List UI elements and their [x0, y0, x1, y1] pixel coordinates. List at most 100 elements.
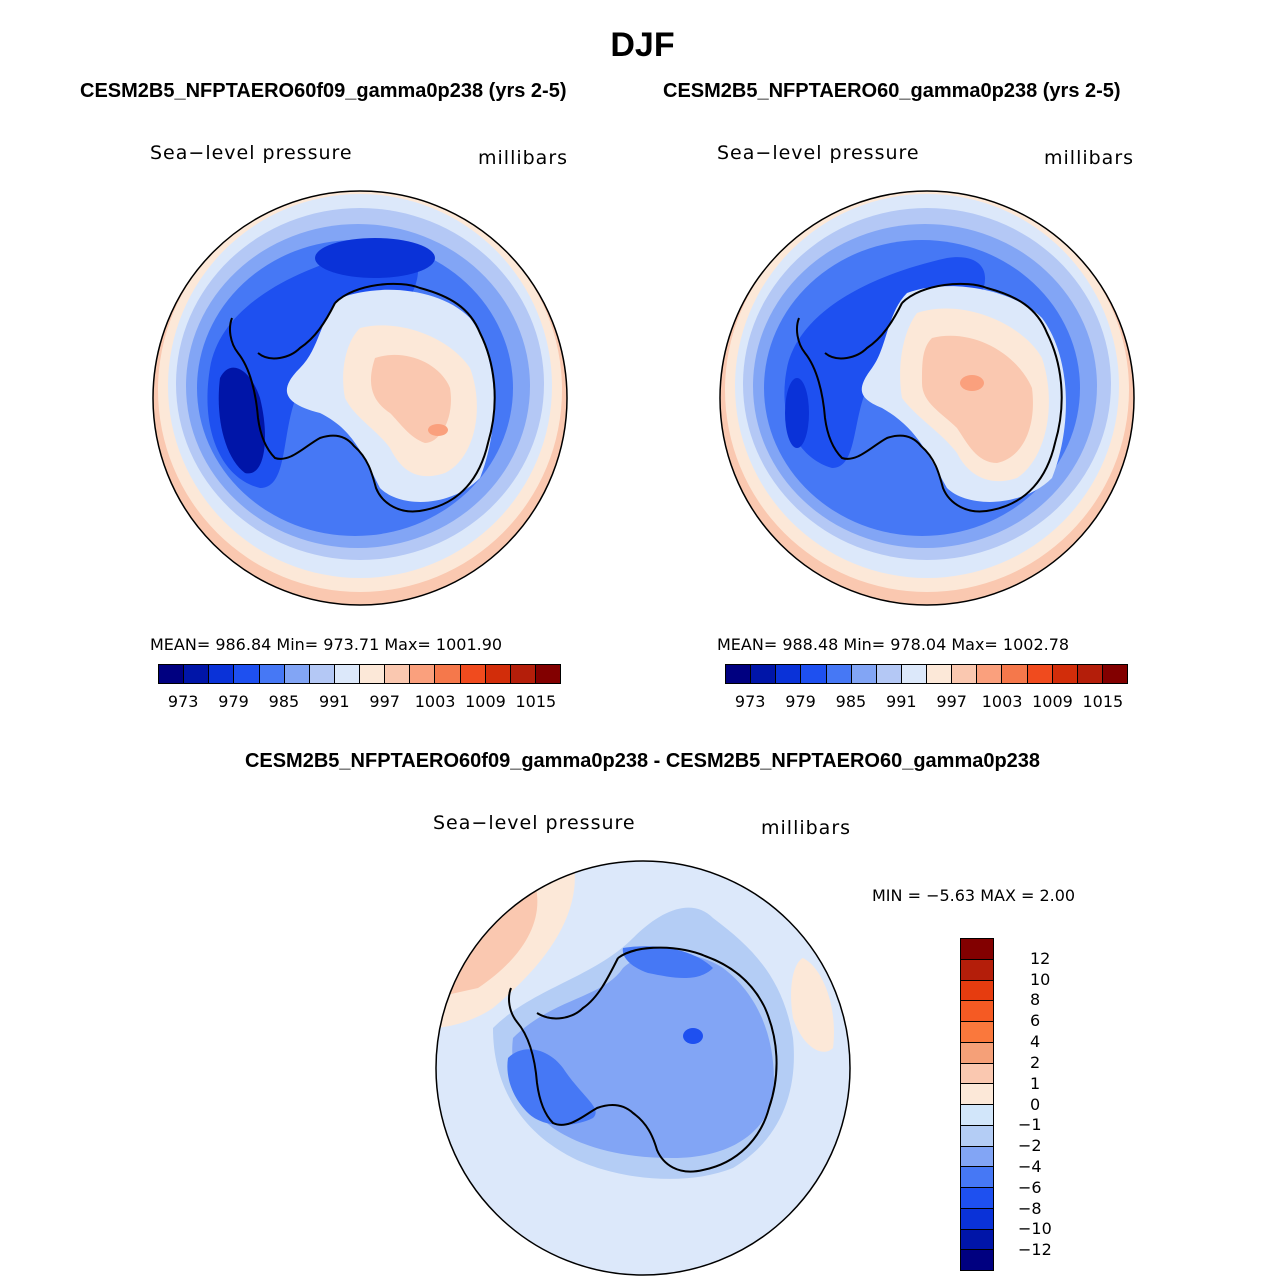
- map2-coastline: [796, 282, 1063, 513]
- panel1-colorbar-swatch: [510, 665, 536, 683]
- panel3-colorbar-tick-label: 4: [1030, 1032, 1041, 1052]
- map1-low-976: [218, 367, 265, 474]
- panel1-colorbar-swatch: [435, 665, 461, 683]
- panel2-colorbar-swatch: [952, 665, 978, 683]
- panel2-colorbar-tick-label: 991: [886, 692, 917, 711]
- panel3-colorbar-swatch: [961, 1188, 993, 1209]
- panel1-colorbar-swatch: [385, 665, 411, 683]
- panel2-stats: MEAN= 988.48 Min= 978.04 Max= 1002.78: [717, 635, 1070, 654]
- panel1-colorbar-swatch: [485, 665, 511, 683]
- panel2-colorbar-tick-label: 985: [835, 692, 867, 711]
- panel1-colorbar-swatch: [360, 665, 386, 683]
- panel3-colorbar-tick-label: 6: [1030, 1011, 1041, 1031]
- panel3-colorbar-tick-label: 8: [1030, 990, 1041, 1010]
- map-panel2: [719, 190, 1135, 606]
- panel3-colorbar-swatch: [961, 1063, 993, 1085]
- panel1-colorbar-tick-label: 1003: [414, 692, 456, 711]
- panel3-colorbar-tick-label: −12: [1018, 1240, 1052, 1260]
- case1-title: CESM2B5_NFPTAERO60f09_gamma0p238 (yrs 2-…: [80, 80, 567, 102]
- panel2-colorbar-swatch: [1027, 665, 1053, 683]
- panel3-units: millibars: [761, 817, 852, 839]
- map1-border: [152, 190, 568, 606]
- panel2-colorbar-tick-label: 997: [936, 692, 967, 711]
- panel3-colorbar-swatch: [961, 1229, 993, 1251]
- map3-coastline: [508, 946, 778, 1173]
- panel1-colorbar-swatch: [234, 665, 260, 683]
- panel1-colorbar: [158, 664, 561, 684]
- case2-title: CESM2B5_NFPTAERO60_gamma0p238 (yrs 2-5): [663, 80, 1121, 102]
- panel2-colorbar-tick-label: 973: [734, 692, 766, 711]
- panel3-colorbar-swatch: [961, 1146, 993, 1168]
- panel3-colorbar-tick-label: 1: [1030, 1073, 1041, 1093]
- map2-border: [719, 190, 1135, 606]
- panel1-colorbar-tick-label: 997: [369, 692, 400, 711]
- panel2-colorbar-swatch: [876, 665, 902, 683]
- panel2-colorbar-swatch: [901, 665, 927, 683]
- map-panel1: [152, 190, 568, 606]
- panel3-colorbar-tick-label: −10: [1018, 1219, 1052, 1239]
- panel3-colorbar-swatch: [961, 1125, 993, 1147]
- panel3-colorbar-tick-label: −8: [1018, 1198, 1042, 1218]
- panel3-colorbar-swatch: [961, 939, 993, 960]
- panel1-colorbar-tick-label: 985: [268, 692, 300, 711]
- panel1-colorbar-swatch: [535, 665, 560, 683]
- map3-pos-east: [791, 958, 834, 1052]
- panel3-variable: Sea−level pressure: [433, 812, 636, 834]
- panel3-colorbar-tick-label: 12: [1030, 948, 1051, 968]
- map3-border: [435, 860, 851, 1276]
- panel3-colorbar-swatch: [961, 1105, 993, 1126]
- panel3-stats: MIN = −5.63 MAX = 2.00: [872, 886, 1076, 905]
- panel2-variable: Sea−level pressure: [717, 142, 920, 164]
- panel3-colorbar-swatch: [961, 1084, 993, 1105]
- panel1-colorbar-ticks: 973 979 985 991 997 1003 1009 1015: [158, 692, 561, 714]
- panel3-colorbar-swatch: [961, 1250, 993, 1270]
- panel3-colorbar-tick-label: −1: [1018, 1115, 1042, 1135]
- panel3-colorbar-swatch: [961, 959, 993, 981]
- panel2-colorbar-swatch: [826, 665, 852, 683]
- panel3-colorbar-tick-label: 0: [1030, 1094, 1041, 1114]
- panel2-colorbar-tick-label: 1003: [981, 692, 1023, 711]
- panel2-colorbar-ticks: 973 979 985 991 997 1003 1009 1015: [725, 692, 1128, 714]
- map2-low-976: [785, 378, 809, 448]
- panel2-colorbar-swatch: [1102, 665, 1127, 683]
- map3-neg-4-north: [622, 946, 713, 978]
- panel3-colorbar-tick-label: 10: [1030, 969, 1051, 989]
- panel3-colorbar-swatch: [961, 1167, 993, 1188]
- panel2-colorbar-swatch: [776, 665, 802, 683]
- panel2-colorbar-swatch: [1077, 665, 1103, 683]
- panel1-colorbar-tick-label: 1009: [465, 692, 506, 711]
- panel1-colorbar-swatch: [209, 665, 235, 683]
- panel1-colorbar-swatch: [259, 665, 285, 683]
- panel1-stats: MEAN= 986.84 Min= 973.71 Max= 1001.90: [150, 635, 503, 654]
- panel1-colorbar-tick-label: 991: [319, 692, 350, 711]
- panel2-colorbar-swatch: [1052, 665, 1078, 683]
- panel2-colorbar-tick-label: 1009: [1032, 692, 1073, 711]
- map2-antarctica-peak: [922, 335, 1033, 463]
- map3-neg-4-west: [507, 1049, 596, 1125]
- panel2-colorbar-tick-label: 1015: [1082, 692, 1124, 711]
- panel2-colorbar-tick-label: 979: [785, 692, 816, 711]
- panel1-colorbar-swatch: [184, 665, 210, 683]
- panel2-colorbar: [725, 664, 1128, 684]
- panel3-colorbar-swatch: [961, 1022, 993, 1043]
- panel3-colorbar-tick-label: −4: [1018, 1156, 1042, 1176]
- panel1-colorbar-swatch: [410, 665, 436, 683]
- panel1-units: millibars: [478, 147, 569, 169]
- map2-peak-inner: [960, 375, 984, 391]
- panel1-colorbar-swatch: [284, 665, 310, 683]
- panel1-colorbar-swatch: [334, 665, 360, 683]
- panel2-colorbar-swatch: [751, 665, 777, 683]
- panel2-colorbar-swatch: [726, 665, 752, 683]
- panel3-colorbar-tick-label: −2: [1018, 1136, 1042, 1156]
- panel3-colorbar-swatch: [961, 1208, 993, 1230]
- map1-peak-inner: [428, 424, 448, 436]
- panel2-colorbar-swatch: [801, 665, 827, 683]
- panel1-colorbar-swatch: [159, 665, 185, 683]
- panel3-colorbar: [960, 938, 994, 1271]
- panel3-colorbar-tick-label: −6: [1018, 1177, 1042, 1197]
- panel1-colorbar-tick-label: 1015: [515, 692, 557, 711]
- panel1-colorbar-tick-label: 973: [167, 692, 199, 711]
- map1-coastline: [229, 282, 496, 513]
- panel2-units: millibars: [1044, 147, 1135, 169]
- map1-antarctica-peak: [370, 354, 451, 443]
